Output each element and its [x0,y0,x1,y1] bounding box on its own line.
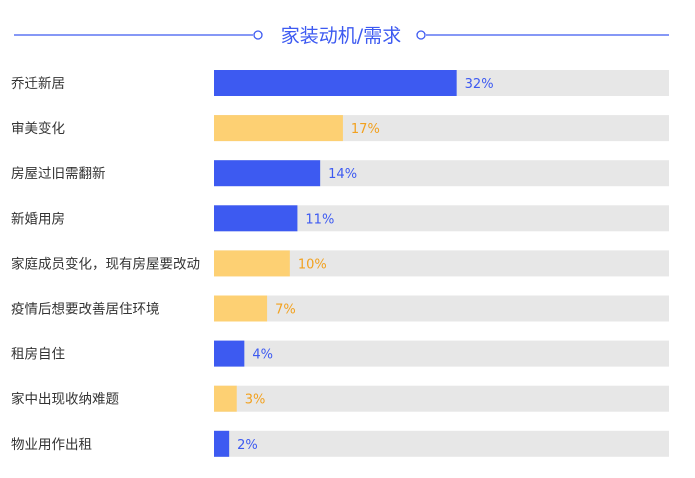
bar-track [214,295,669,322]
value-label: 4% [252,348,273,363]
bar-track [214,340,669,367]
category-label: 家庭成员变化，现有房屋要改动 [11,255,200,272]
category-label: 房屋过旧需翻新 [11,166,106,182]
bar-track [214,430,669,457]
value-label: 2% [237,438,258,453]
category-label: 新婚用房 [11,211,65,227]
value-label: 7% [275,303,296,318]
title-rule-right-dot [416,30,426,40]
bar [214,250,290,277]
bar [214,340,245,367]
category-label: 乔迁新居 [11,76,65,92]
bar [214,160,321,187]
value-label: 10% [298,257,327,272]
category-label: 疫情后想要改善居住环境 [11,302,160,318]
bar [214,70,457,96]
value-label: 3% [245,393,266,408]
value-label: 32% [465,77,494,92]
category-label: 租房自住 [11,347,65,363]
bar [214,385,237,412]
bar [214,430,230,457]
category-label: 家中出现收纳难题 [11,391,119,408]
value-label: 14% [328,167,357,182]
value-label: 17% [351,122,380,137]
category-label: 审美变化 [11,121,65,137]
chart-title: 家装动机/需求 [281,25,401,47]
bar [214,115,343,142]
bar [214,205,298,232]
bars-group: 乔迁新居 32% 审美变化 17% 房屋过旧需翻新 14% 新婚用房 11% 家庭成员变化，现有… [11,70,669,457]
category-label: 物业用作出租 [11,437,92,453]
title-rule-left-dot [253,30,263,40]
bar-track [214,385,669,412]
bar [214,295,268,322]
value-label: 11% [305,212,334,227]
chart-header: 家装动机/需求 [14,25,669,47]
